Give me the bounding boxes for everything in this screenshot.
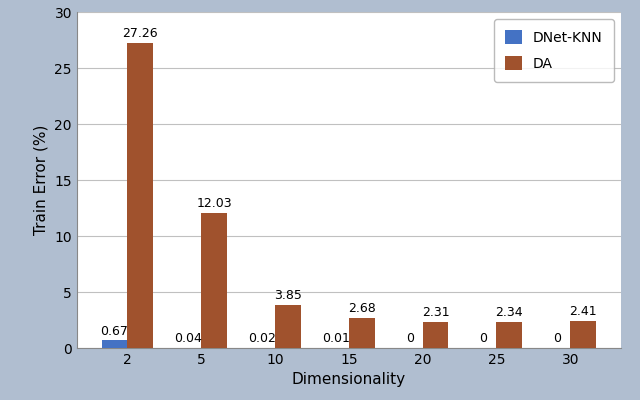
Bar (275, 305, 301, 348)
Text: 0: 0 (554, 332, 561, 345)
Bar (570, 321, 596, 348)
Text: 0.01: 0.01 (322, 332, 350, 345)
Text: 0: 0 (479, 332, 488, 345)
Bar (201, 213, 227, 348)
Legend: DNet-KNN, DA: DNet-KNN, DA (494, 19, 614, 82)
Text: 0.02: 0.02 (248, 332, 276, 345)
Text: 2.41: 2.41 (570, 305, 597, 318)
Text: 2.68: 2.68 (348, 302, 376, 315)
Text: 0.67: 0.67 (100, 325, 129, 338)
Text: 0: 0 (406, 332, 413, 345)
Bar (497, 322, 522, 348)
X-axis label: Dimensionality: Dimensionality (292, 372, 406, 388)
Bar (422, 322, 449, 348)
Text: 12.03: 12.03 (196, 198, 232, 210)
Bar (102, 340, 127, 348)
Text: 0.04: 0.04 (174, 332, 202, 345)
Bar (127, 43, 153, 348)
Text: 2.34: 2.34 (495, 306, 523, 319)
Text: 27.26: 27.26 (122, 27, 158, 40)
Bar (349, 318, 374, 348)
Text: 2.31: 2.31 (422, 306, 449, 319)
Y-axis label: Train Error (%): Train Error (%) (34, 125, 49, 235)
Text: 3.85: 3.85 (274, 289, 302, 302)
